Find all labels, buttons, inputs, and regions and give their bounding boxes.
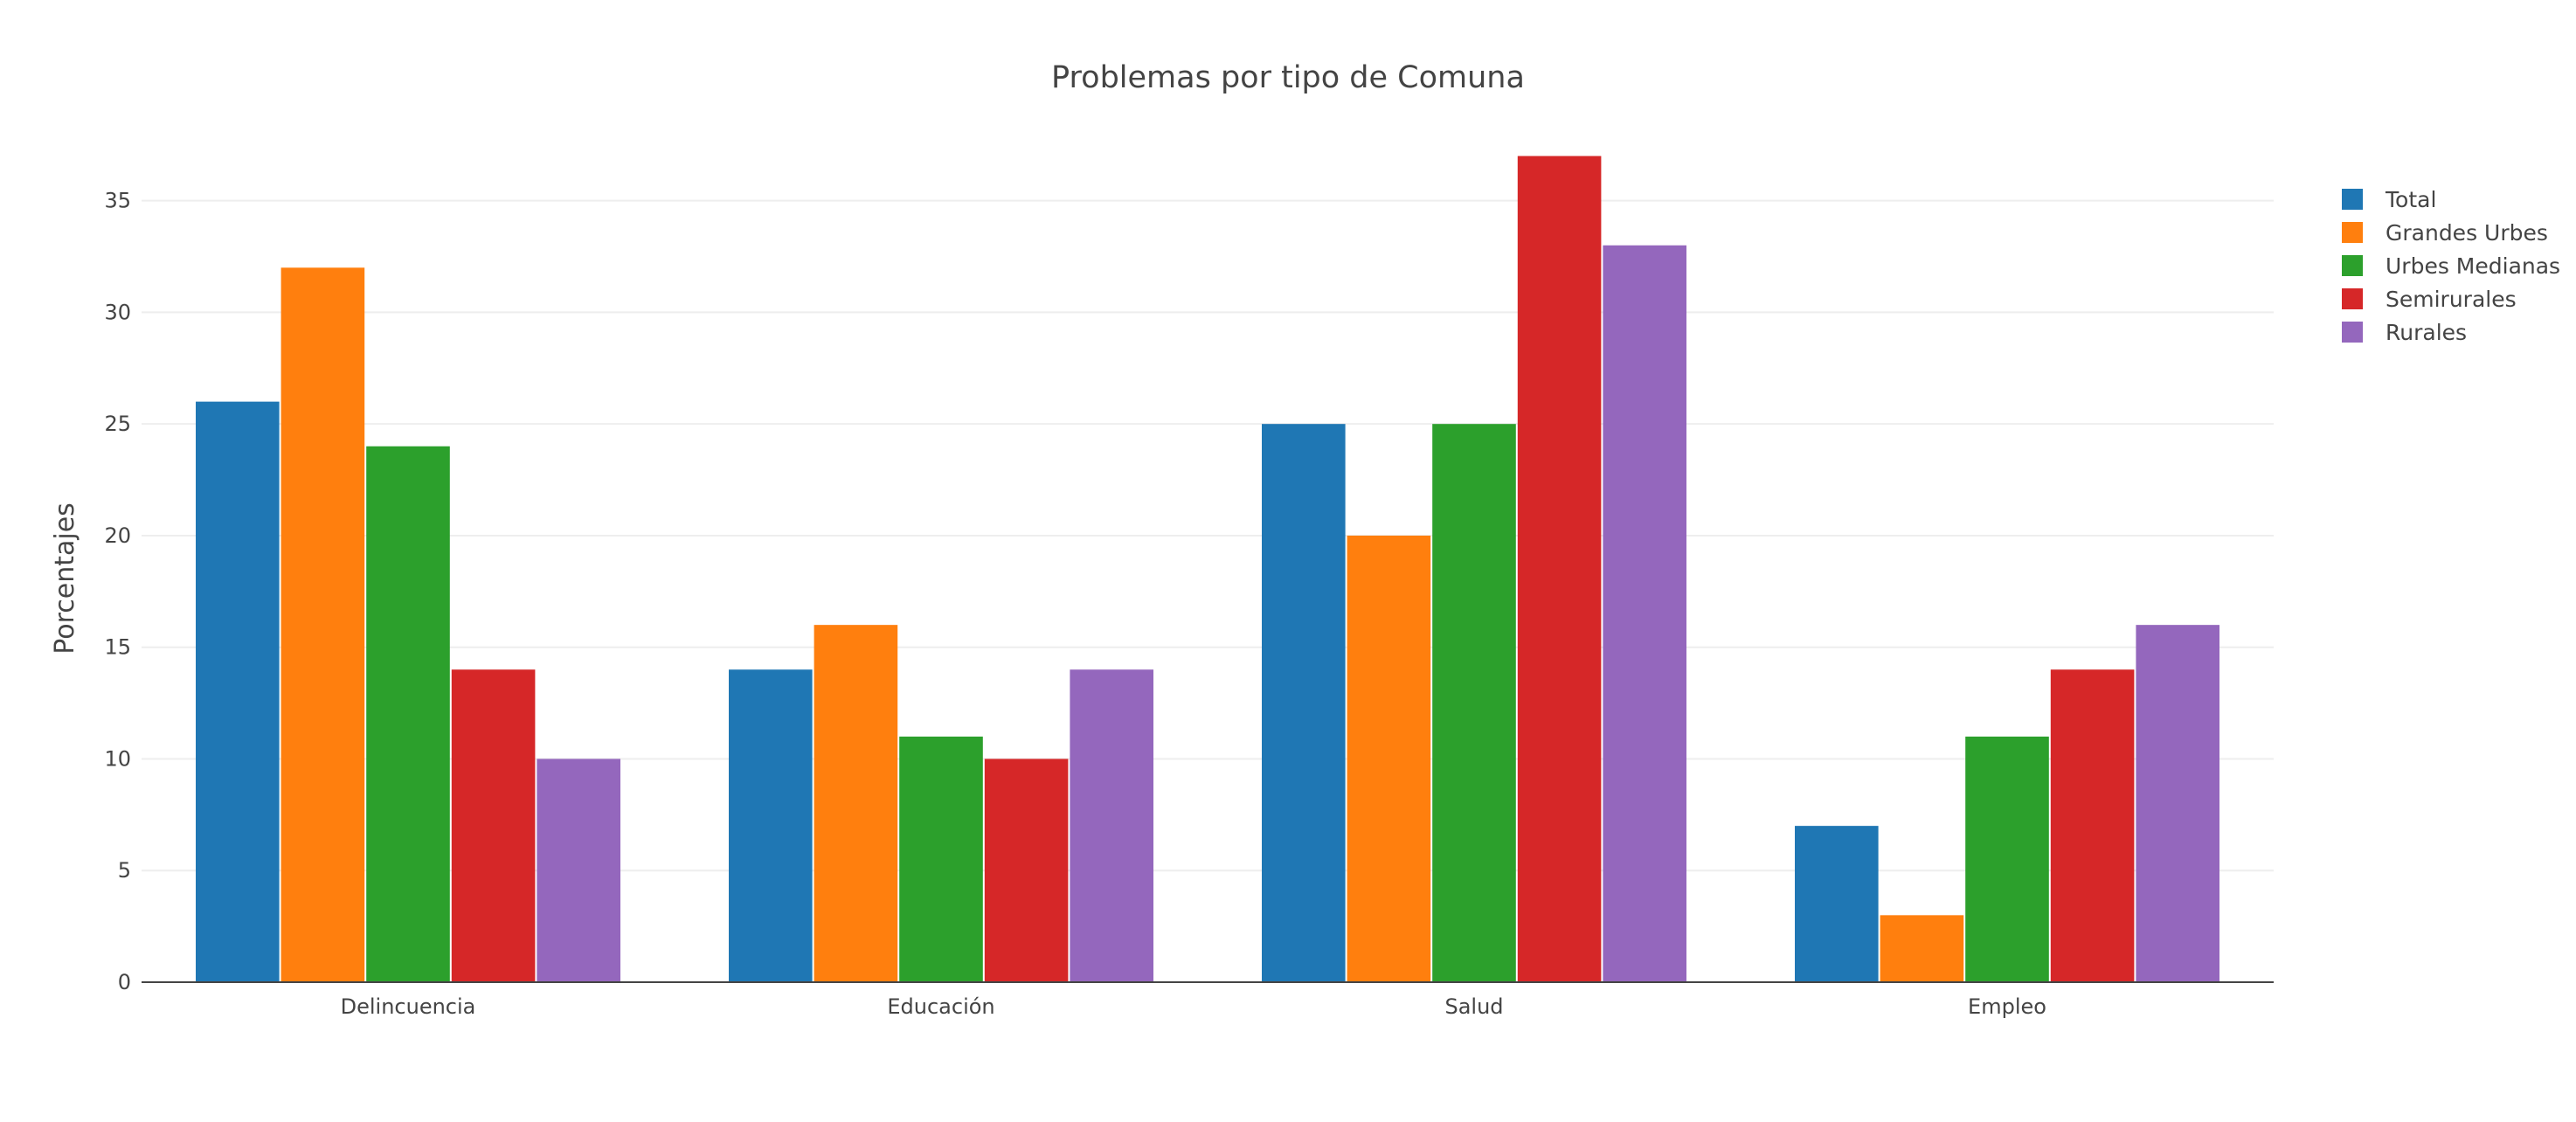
- legend-swatch: [2342, 255, 2363, 276]
- chart-title: Problemas por tipo de Comuna: [1051, 60, 1525, 95]
- legend-label: Urbes Medianas: [2386, 253, 2560, 279]
- x-axis-ticks: Delincuencia Educación Salud Empleo: [341, 994, 2046, 1019]
- legend-label: Grandes Urbes: [2386, 220, 2548, 246]
- bar-0-3[interactable]: [451, 669, 536, 982]
- bar-0-0[interactable]: [196, 401, 280, 982]
- bar-1-0[interactable]: [729, 669, 813, 982]
- legend-item[interactable]: Grandes Urbes: [2342, 220, 2548, 246]
- legend-item[interactable]: Semirurales: [2342, 287, 2517, 312]
- y-tick-label: 10: [104, 746, 131, 771]
- legend-item[interactable]: Total: [2342, 187, 2436, 212]
- y-tick-label: 0: [118, 970, 131, 994]
- legend-label: Semirurales: [2386, 287, 2517, 312]
- legend-swatch: [2342, 222, 2363, 243]
- bar-2-4[interactable]: [1603, 245, 1686, 982]
- bar-1-2[interactable]: [899, 736, 983, 982]
- y-tick-label: 25: [104, 412, 131, 436]
- y-axis-title: Porcentajes: [50, 502, 80, 654]
- legend-label: Total: [2385, 187, 2436, 212]
- bar-2-1[interactable]: [1347, 535, 1431, 982]
- legend[interactable]: Total Grandes Urbes Urbes Medianas Semirura…: [2342, 187, 2560, 345]
- legend-swatch: [2342, 189, 2363, 210]
- legend-swatch: [2342, 288, 2363, 309]
- bar-3-4[interactable]: [2136, 625, 2219, 982]
- bars: [196, 156, 2219, 983]
- y-tick-label: 15: [104, 635, 131, 660]
- legend-swatch: [2342, 322, 2363, 343]
- bar-3-2[interactable]: [1965, 736, 2049, 982]
- bar-1-1[interactable]: [814, 625, 898, 982]
- bar-2-3[interactable]: [1517, 156, 1602, 983]
- legend-label: Rurales: [2386, 320, 2467, 345]
- bar-2-2[interactable]: [1432, 424, 1516, 983]
- bar-3-3[interactable]: [2050, 669, 2135, 982]
- bar-0-1[interactable]: [280, 267, 365, 983]
- bar-2-0[interactable]: [1262, 424, 1346, 983]
- bar-0-4[interactable]: [537, 758, 620, 982]
- x-tick-label: Empleo: [1968, 994, 2046, 1019]
- legend-item[interactable]: Urbes Medianas: [2342, 253, 2560, 279]
- legend-item[interactable]: Rurales: [2342, 320, 2467, 345]
- x-tick-label: Educación: [887, 994, 994, 1019]
- x-tick-label: Salud: [1444, 994, 1503, 1019]
- bar-3-1[interactable]: [1880, 915, 1964, 982]
- bar-0-2[interactable]: [366, 446, 450, 982]
- x-tick-label: Delincuencia: [341, 994, 476, 1019]
- y-tick-label: 30: [104, 300, 131, 324]
- y-axis-ticks: 0 5 10 15 20 25 30 35: [104, 189, 131, 994]
- y-tick-label: 35: [104, 189, 131, 213]
- bar-1-3[interactable]: [984, 758, 1069, 982]
- y-tick-label: 20: [104, 523, 131, 548]
- y-tick-label: 5: [118, 858, 131, 883]
- bar-1-4[interactable]: [1070, 669, 1153, 982]
- bar-3-0[interactable]: [1795, 826, 1879, 982]
